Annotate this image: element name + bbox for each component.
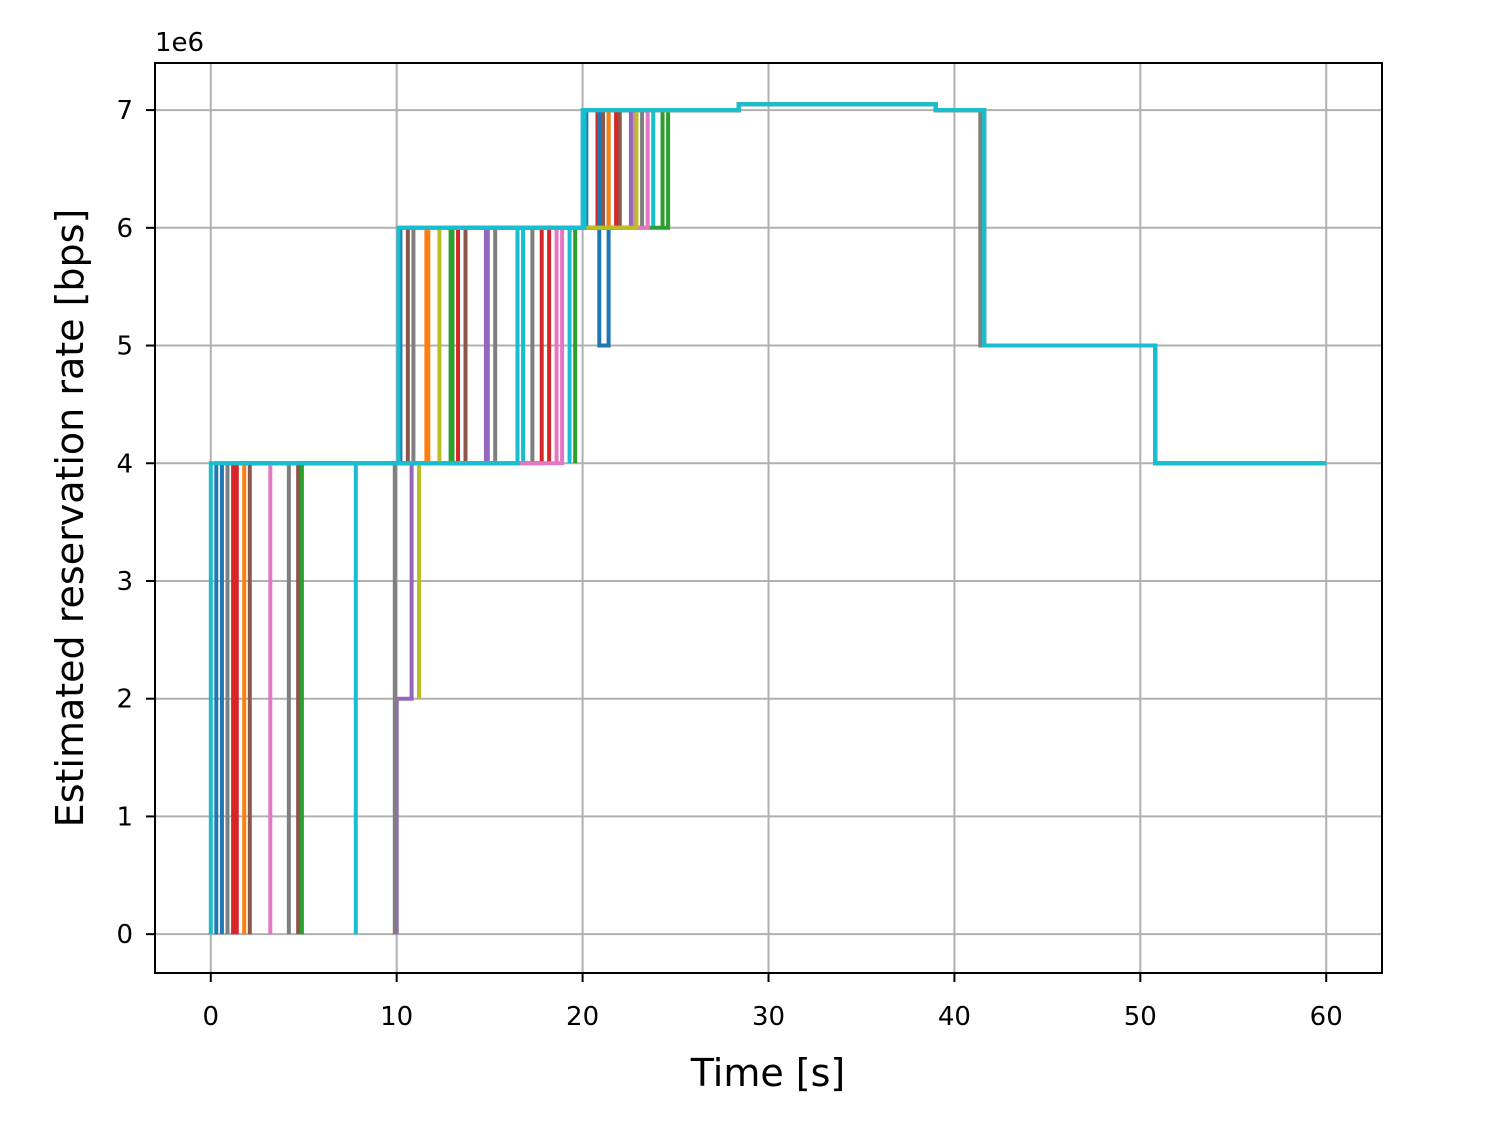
x-tick-label: 50 xyxy=(1124,1002,1157,1032)
x-tick-label: 0 xyxy=(202,1002,219,1032)
y-tick-label: 3 xyxy=(116,567,133,597)
y-tick-label: 1 xyxy=(116,802,133,832)
y-tick-label: 6 xyxy=(116,214,133,244)
x-tick-label: 40 xyxy=(938,1002,971,1032)
x-axis-ticks: 0 10 20 30 40 50 60 xyxy=(202,973,1343,1032)
y-axis-ticks: 0 1 2 3 4 5 6 7 xyxy=(116,96,155,950)
series-line-11 xyxy=(208,102,1327,935)
y-tick-label: 2 xyxy=(116,685,133,715)
y-tick-label: 5 xyxy=(116,332,133,362)
y-gridlines xyxy=(155,109,1382,936)
x-tick-label: 60 xyxy=(1310,1002,1343,1032)
x-tick-label: 30 xyxy=(752,1002,785,1032)
y-tick-label: 0 xyxy=(116,920,133,950)
series-lines xyxy=(208,102,1327,935)
x-tick-label: 10 xyxy=(380,1002,413,1032)
x-axis-label: Time [s] xyxy=(690,1051,846,1095)
x-tick-label: 20 xyxy=(566,1002,599,1032)
y-tick-label: 7 xyxy=(116,96,133,126)
y-offset-label: 1e6 xyxy=(155,28,204,58)
y-tick-label: 4 xyxy=(116,449,133,479)
y-axis-label: Estimated reservation rate [bps] xyxy=(48,209,92,828)
